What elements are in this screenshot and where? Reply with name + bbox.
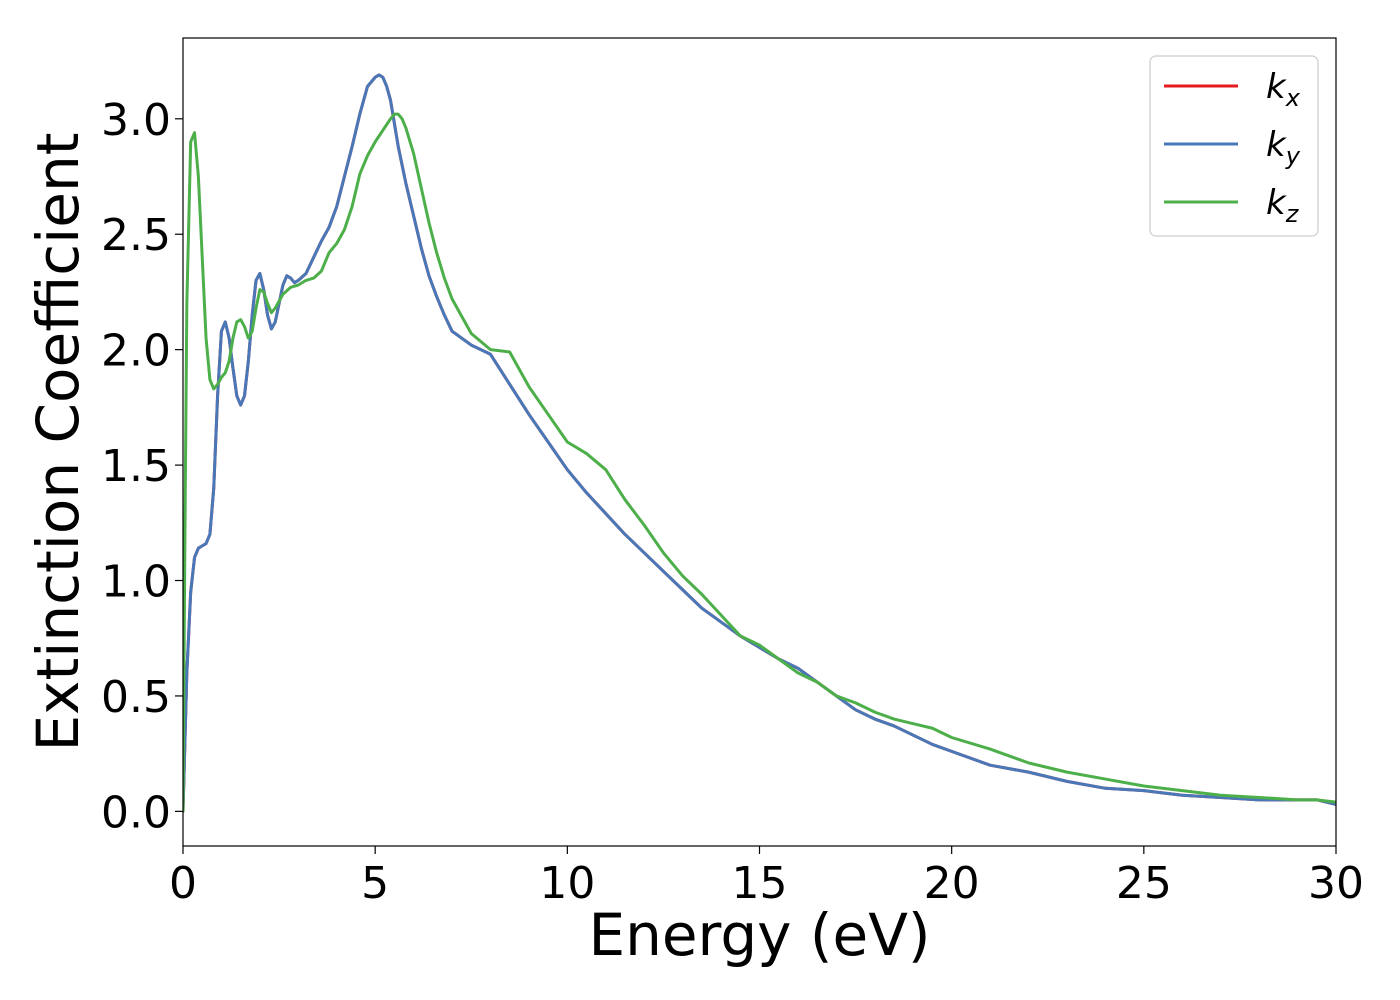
x-axis: 0 5 10 15 20 25 30 [169, 846, 1364, 909]
series-line-ky [183, 73, 1336, 813]
y-tick-label: 0.5 [101, 672, 171, 723]
x-tick-label: 15 [732, 858, 788, 909]
y-tick-label: 2.5 [101, 210, 171, 261]
y-axis: 0.0 0.5 1.0 1.5 2.0 2.5 3.0 [101, 95, 183, 838]
x-tick-label: 20 [924, 858, 980, 909]
y-tick-label: 0.0 [101, 787, 171, 838]
y-tick-label: 1.5 [101, 441, 171, 492]
legend: kx ky kz [1149, 55, 1319, 237]
x-tick-label: 25 [1116, 858, 1172, 909]
legend-label-ky: ky [1266, 125, 1301, 170]
y-tick-label: 1.0 [101, 557, 171, 608]
series-line-kz [183, 112, 1336, 813]
y-tick-label: 2.0 [101, 326, 171, 377]
y-axis-title: Extinction Coefficient [24, 133, 92, 752]
legend-box [1149, 55, 1319, 237]
x-tick-label: 10 [539, 858, 595, 909]
x-tick-label: 30 [1308, 858, 1364, 909]
x-tick-label: 0 [169, 858, 197, 909]
y-tick-label: 3.0 [101, 95, 171, 146]
legend-label-kx: kx [1266, 67, 1301, 112]
x-axis-title: Energy (eV) [588, 901, 930, 969]
x-tick-label: 5 [361, 858, 389, 909]
plot-area [183, 73, 1336, 813]
legend-label-kz: kz [1266, 183, 1300, 228]
